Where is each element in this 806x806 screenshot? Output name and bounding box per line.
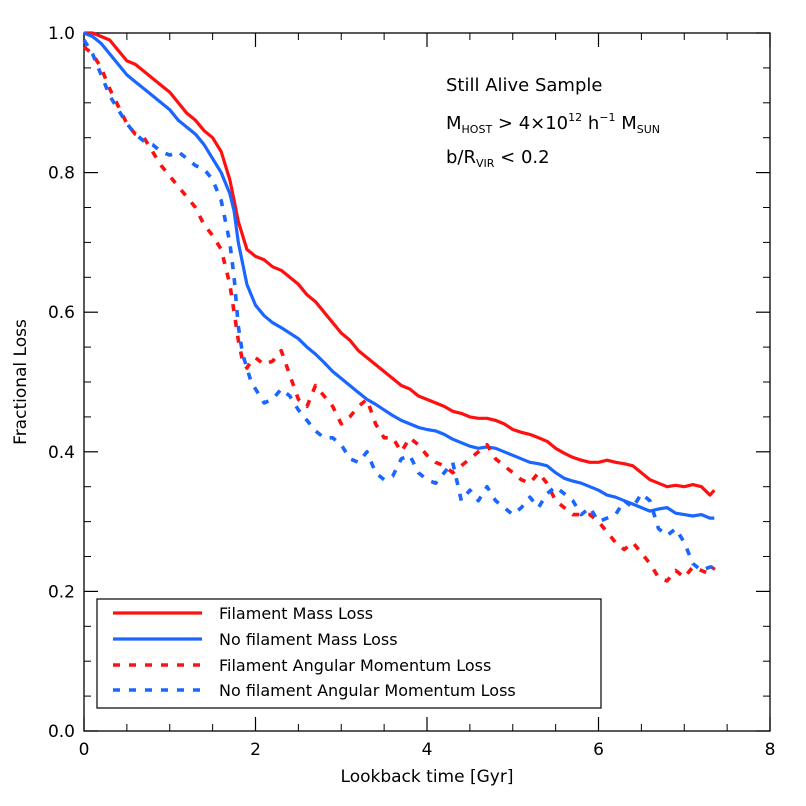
annotation-impact: b/RVIR < 0.2 bbox=[446, 147, 550, 170]
legend-box bbox=[96, 598, 602, 709]
y-axis-label: Fractional Loss bbox=[11, 319, 31, 445]
x-tick-label: 6 bbox=[593, 740, 604, 760]
x-axis-label: Lookback time [Gyr] bbox=[341, 767, 514, 787]
series-line-3 bbox=[82, 45, 716, 583]
x-tick-label: 0 bbox=[79, 740, 90, 760]
y-tick-label: 0.8 bbox=[48, 164, 75, 184]
y-tick-label: 0.4 bbox=[48, 443, 75, 463]
axis-ticks bbox=[83, 32, 771, 732]
legend-label: Filament Mass Loss bbox=[219, 604, 373, 623]
y-tick-label: 0.6 bbox=[48, 303, 75, 323]
series-line-2 bbox=[83, 31, 715, 520]
legend-label: Filament Angular Momentum Loss bbox=[219, 656, 491, 675]
series-line-4 bbox=[82, 39, 715, 573]
x-tick-label: 4 bbox=[422, 740, 433, 760]
legend-label: No filament Mass Loss bbox=[219, 630, 398, 649]
x-tick-label: 2 bbox=[250, 740, 261, 760]
legend: Filament Mass Loss No filament Mass Loss F… bbox=[96, 598, 602, 709]
legend-label: No filament Angular Momentum Loss bbox=[219, 681, 516, 700]
y-tick-label: 0.0 bbox=[48, 722, 75, 742]
y-tick-label: 0.2 bbox=[48, 582, 75, 602]
series-layer bbox=[82, 31, 716, 583]
x-tick-label: 8 bbox=[765, 740, 776, 760]
y-tick-label: 1.0 bbox=[48, 24, 75, 44]
series-line-1 bbox=[84, 31, 716, 497]
tick-labels: 0 2 4 6 8 0.0 0.2 0.4 0.6 0.8 1.0 bbox=[48, 24, 775, 760]
annotation-block: Still Alive Sample MHOST > 4×1012 h−1 MS… bbox=[446, 75, 660, 170]
annotation-host-mass: MHOST > 4×1012 h−1 MSUN bbox=[446, 111, 660, 136]
annotation-sample: Still Alive Sample bbox=[446, 75, 602, 96]
